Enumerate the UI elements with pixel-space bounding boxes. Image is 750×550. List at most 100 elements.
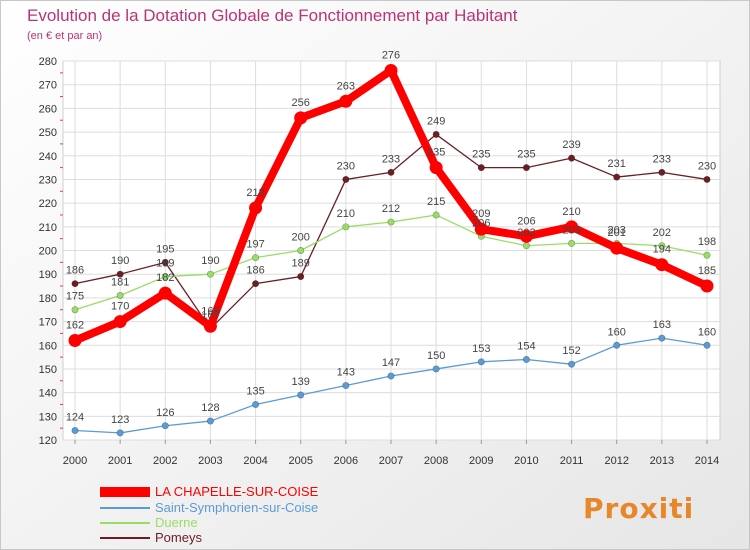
series-point-2 <box>342 223 350 231</box>
y-tick-label: 220 <box>39 198 57 210</box>
series-point-2 <box>206 270 214 278</box>
series-point-2 <box>522 242 530 250</box>
y-tick-label: 230 <box>39 174 57 186</box>
series-point-2 <box>161 273 169 281</box>
series-point-3 <box>297 273 305 281</box>
data-label: 256 <box>292 97 310 109</box>
data-label: 147 <box>382 357 400 369</box>
data-label: 170 <box>111 301 129 313</box>
series-point-0 <box>384 63 398 77</box>
data-label: 168 <box>201 305 219 317</box>
data-label: 235 <box>472 149 490 161</box>
series-point-3 <box>432 130 440 138</box>
series-point-1 <box>206 417 214 425</box>
data-label: 202 <box>653 227 671 239</box>
axis-ticks: 120 130 140 150 160 170 180 190 200 210 220 230 240 2… <box>39 56 720 467</box>
data-label: 152 <box>562 345 580 357</box>
data-label: 150 <box>427 350 445 362</box>
series-point-1 <box>116 429 124 437</box>
x-tick-label: 2004 <box>243 455 267 467</box>
legend-label: LA CHAPELLE-SUR-COISE <box>155 484 319 499</box>
data-label: 162 <box>66 320 84 332</box>
series-point-3 <box>658 168 666 176</box>
series-point-3 <box>703 175 711 183</box>
series-point-1 <box>613 341 621 349</box>
legend-label: Saint-Symphorien-sur-Coise <box>155 500 318 515</box>
x-tick-label: 2007 <box>379 455 403 467</box>
data-label: 209 <box>472 208 490 220</box>
data-label: 190 <box>111 255 129 267</box>
data-label: 181 <box>111 277 129 289</box>
y-tick-label: 140 <box>39 388 57 400</box>
data-label: 167 <box>201 310 219 322</box>
series-point-0 <box>565 220 579 234</box>
chart-subtitle: (en € et par an) <box>27 30 102 42</box>
legend-label: Pomeys <box>155 530 202 545</box>
x-tick-label: 2003 <box>198 455 222 467</box>
y-tick-label: 260 <box>39 103 57 115</box>
data-label: 230 <box>698 160 716 172</box>
series-point-0 <box>700 279 714 293</box>
series-point-1 <box>568 360 576 368</box>
series-point-3 <box>613 173 621 181</box>
data-label: 200 <box>292 232 310 244</box>
series-point-1 <box>477 358 485 366</box>
series-point-2 <box>252 254 260 262</box>
series-point-3 <box>252 280 260 288</box>
data-label: 235 <box>427 147 445 159</box>
series-point-0 <box>113 315 127 329</box>
series-point-1 <box>387 372 395 380</box>
data-label: 160 <box>608 326 626 338</box>
x-tick-label: 2006 <box>334 455 358 467</box>
series-point-3 <box>387 168 395 176</box>
series-point-2 <box>432 211 440 219</box>
y-tick-label: 130 <box>39 411 57 423</box>
data-label: 126 <box>156 407 174 419</box>
series-point-2 <box>297 247 305 255</box>
data-label: 128 <box>201 402 219 414</box>
data-label: 175 <box>66 291 84 303</box>
data-label: 203 <box>562 224 580 236</box>
data-label: 197 <box>246 239 264 251</box>
data-label: 233 <box>382 153 400 165</box>
series-point-1 <box>161 422 169 430</box>
data-label: 198 <box>698 236 716 248</box>
chart-title: Evolution de la Dotation Globale de Fonc… <box>27 6 518 25</box>
y-tick-label: 250 <box>39 127 57 139</box>
data-label: 201 <box>608 227 626 239</box>
y-tick-label: 200 <box>39 246 57 258</box>
y-tick-label: 210 <box>39 222 57 234</box>
series-point-1 <box>297 391 305 399</box>
series-point-2 <box>116 292 124 300</box>
data-label: 194 <box>653 244 671 256</box>
data-label: 185 <box>698 265 716 277</box>
x-tick-label: 2012 <box>604 455 628 467</box>
proxiti-logo: Proxiti <box>583 492 694 525</box>
data-label: 123 <box>111 414 129 426</box>
series-point-1 <box>432 365 440 373</box>
x-tick-label: 2011 <box>560 455 584 467</box>
series-point-3 <box>71 280 79 288</box>
series-point-0 <box>158 286 172 300</box>
x-tick-label: 2000 <box>63 455 87 467</box>
data-label: 195 <box>156 243 174 255</box>
y-tick-label: 150 <box>39 364 57 376</box>
x-tick-label: 2002 <box>153 455 177 467</box>
series-point-0 <box>610 241 624 255</box>
y-tick-label: 180 <box>39 293 57 305</box>
series-point-0 <box>474 222 488 236</box>
series-point-1 <box>342 382 350 390</box>
data-labels: 186 190 195 167 186 189 230 233 249 235 235 239 231 2… <box>66 49 716 425</box>
data-label: 230 <box>337 160 355 172</box>
data-label: 190 <box>201 255 219 267</box>
y-tick-label: 160 <box>39 340 57 352</box>
data-label: 239 <box>562 139 580 151</box>
series-point-0 <box>249 201 263 215</box>
y-tick-label: 120 <box>39 435 57 447</box>
data-label: 182 <box>156 272 174 284</box>
x-tick-label: 2005 <box>288 455 312 467</box>
y-tick-label: 280 <box>39 56 57 68</box>
series-point-2 <box>387 218 395 226</box>
